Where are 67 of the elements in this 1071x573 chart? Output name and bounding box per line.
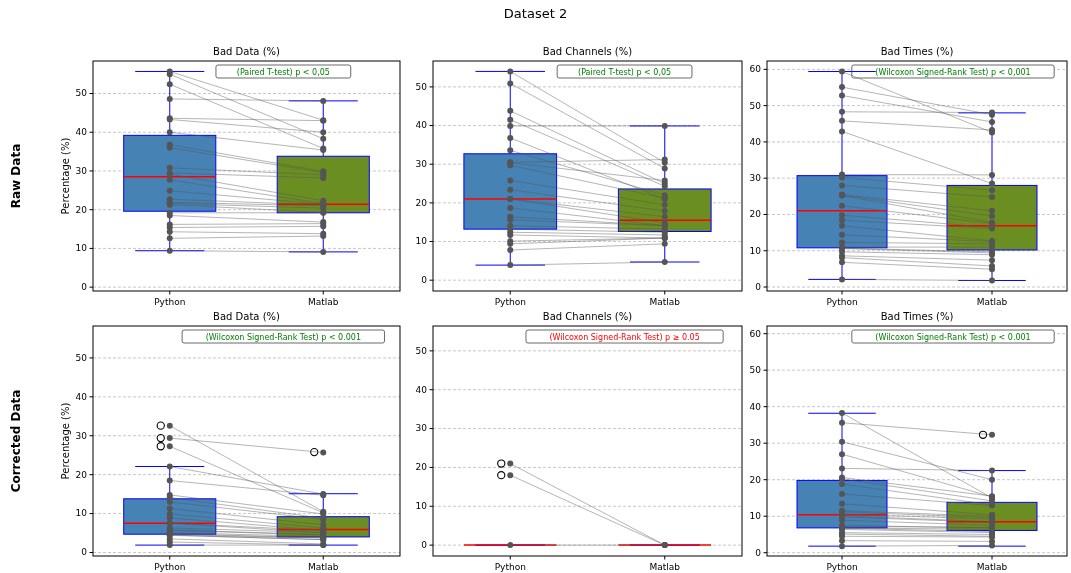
text: Corrected Data (9, 389, 23, 493)
y-tick-label: 50 (75, 352, 88, 363)
annotation: (Paired T-test) p < 0,05 (236, 68, 330, 77)
text: Raw Data (9, 143, 23, 209)
chart-title: Bad Data (%) (213, 311, 281, 322)
y-tick-label: 20 (749, 474, 762, 485)
y-tick-label: 30 (75, 165, 88, 176)
y-tick-label: 0 (421, 540, 428, 550)
y-tick-label: 0 (81, 282, 88, 293)
y-tick-label: 40 (75, 127, 88, 138)
x-tick-label: Matlab (976, 562, 1008, 572)
annotation: (Wilcoxon Signed-Rank Test) p ≥ 0.05 (549, 333, 700, 342)
chart-title: Bad Times (%) (880, 311, 954, 322)
y-tick-label: 30 (75, 430, 88, 441)
y-tick-label: 50 (75, 88, 88, 99)
y-tick-label: 0 (755, 547, 762, 558)
annotation: (Wilcoxon Signed-Rank Test) p < 0,001 (875, 68, 1031, 77)
chart-title: Bad Times (%) (880, 46, 954, 57)
annotation: (Paired T-test) p < 0,05 (578, 68, 672, 77)
y-tick-label: 0 (755, 281, 762, 292)
x-tick-label: Python (826, 297, 858, 307)
y-tick-label: 10 (75, 508, 88, 519)
y-tick-label: 50 (415, 81, 428, 92)
y-tick-label: 40 (415, 120, 428, 131)
y-tick-label: 10 (75, 243, 88, 254)
x-tick-label: Python (494, 297, 526, 307)
x-tick-label: Matlab (976, 297, 1008, 307)
y-tick-label: 50 (749, 100, 762, 111)
x-tick-label: Matlab (307, 297, 339, 307)
y-tick-label: 30 (749, 438, 762, 449)
chart-title: Bad Channels (%) (542, 46, 633, 57)
text: Dataset 2 (503, 6, 568, 21)
y-tick-label: 0 (81, 547, 88, 558)
y-tick-label: 60 (749, 328, 762, 339)
y-tick-label: 40 (749, 136, 762, 147)
x-tick-label: Python (154, 297, 186, 307)
chart-title: Bad Channels (%) (542, 311, 633, 322)
chart-title: Bad Data (%) (213, 46, 281, 57)
y-tick-label: 60 (749, 64, 762, 75)
y-tick-label: 50 (415, 345, 428, 356)
y-tick-label: 20 (749, 209, 762, 220)
annotation: (Wilcoxon Signed-Rank Test) p < 0.001 (875, 333, 1031, 342)
y-tick-label: 10 (749, 245, 762, 256)
x-tick-label: Matlab (649, 297, 681, 307)
y-axis-title: Percentage (%) (60, 137, 71, 215)
y-tick-label: 40 (415, 384, 428, 395)
y-tick-label: 30 (415, 159, 428, 170)
y-tick-label: 20 (415, 197, 428, 208)
y-tick-label: 0 (421, 275, 428, 286)
x-tick-label: Matlab (307, 562, 339, 572)
y-tick-label: 20 (415, 462, 428, 473)
y-tick-label: 30 (415, 423, 428, 434)
y-tick-label: 30 (749, 173, 762, 184)
x-tick-label: Python (494, 562, 526, 572)
y-tick-label: 40 (75, 391, 88, 402)
y-axis-title: Percentage (%) (60, 402, 71, 480)
x-tick-label: Python (826, 562, 858, 572)
x-tick-label: Python (154, 562, 186, 572)
y-tick-label: 50 (749, 365, 762, 376)
y-tick-label: 10 (749, 511, 762, 522)
y-tick-label: 40 (749, 401, 762, 412)
y-tick-label: 10 (415, 501, 428, 512)
y-tick-label: 20 (75, 204, 88, 215)
x-tick-label: Matlab (649, 562, 681, 572)
y-tick-label: 20 (75, 469, 88, 480)
y-tick-label: 10 (415, 236, 428, 247)
annotation: (Wilcoxon Signed-Rank Test) p < 0.001 (205, 333, 362, 342)
